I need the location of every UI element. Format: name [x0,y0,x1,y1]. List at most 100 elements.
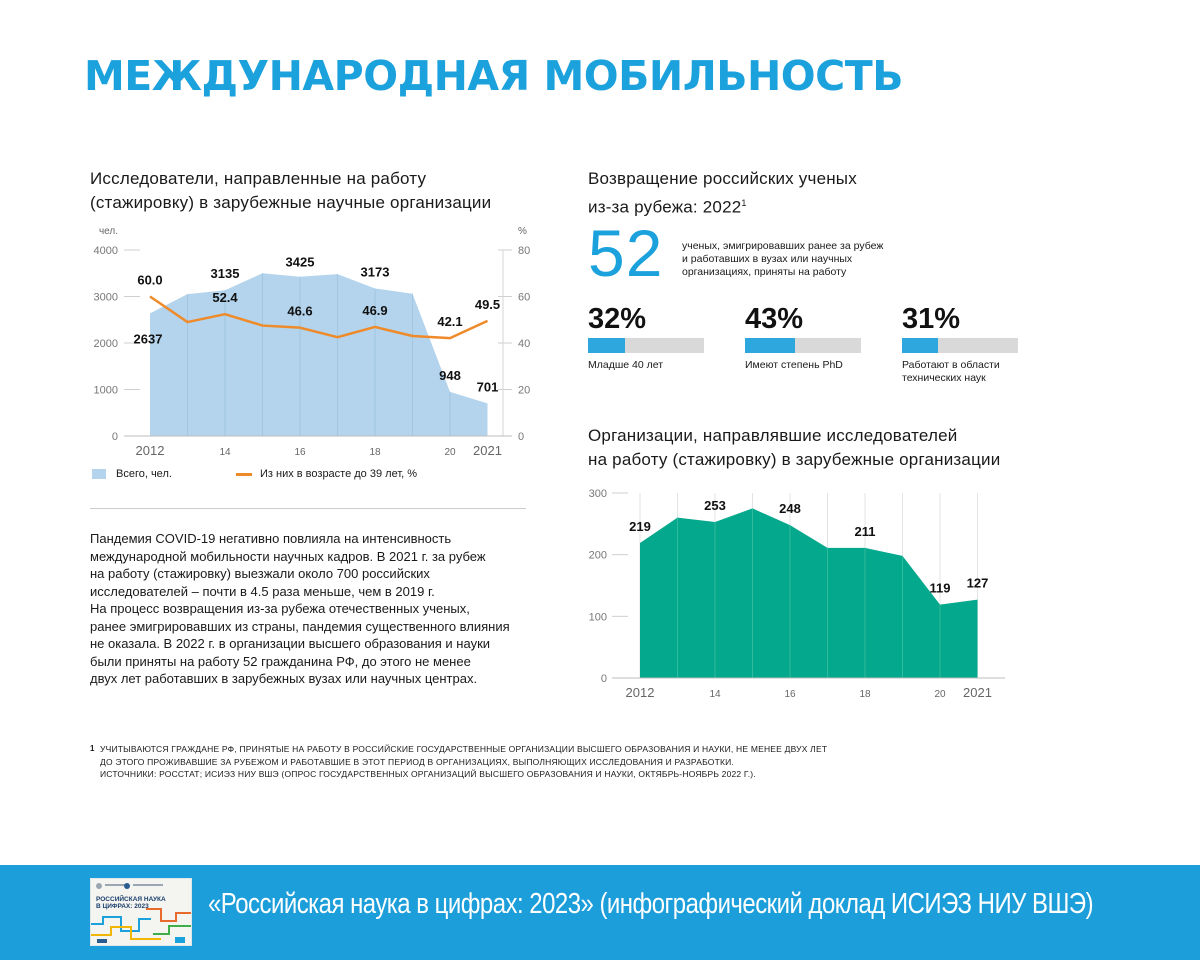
footnote-line: ДО ЭТОГО ПРОЖИВАВШИЕ ЗА РУБЕЖОМ И РАБОТА… [100,756,734,767]
researchers-chart-title: Исследователи, направленные на работу (с… [90,167,491,215]
researchers-chart: чел. % 0 1000 2000 3000 4000 0 20 40 60 80 2012 14 16 1… [94,226,531,458]
x-tick-label: 16 [294,447,306,458]
thumbnail-graphic [91,879,191,945]
stat-label-line: Младше 40 лет [588,359,664,371]
stat-technical-sciences: 31% Работают в области технических наук [902,302,1020,385]
body-line: на работу (стажировку) выезжали около 70… [90,566,430,581]
footnote-line: ИСТОЧНИКИ: РОССТАТ; ИСИЭЗ НИУ ВШЭ (ОПРОС… [100,769,756,779]
footer-report-title[interactable]: «Российская наука в цифрах: 2023» (инфог… [208,888,1094,920]
right-tick-label: 60 [518,292,530,304]
returnees-title-line-2: из-за рубежа: 20221 [588,191,857,220]
report-cover-thumbnail[interactable]: РОССИЙСКАЯ НАУКА В ЦИФРАХ: 2023 [90,878,192,946]
body-line: Пандемия COVID-19 негативно повлияла на … [90,531,452,546]
under-39-value-label: 52.4 [212,290,238,305]
legend-line-swatch [236,472,252,476]
returnees-big-number: 52 [588,216,664,290]
left-tick-label: 0 [112,431,118,443]
total-value-label: 3135 [211,266,240,281]
total-value-label: 948 [439,368,461,383]
org-tick-label: 0 [601,673,607,685]
returnees-title-line-2-text: из-за рубежа: 2022 [588,197,742,217]
org-tick-label: 100 [589,611,607,623]
total-value-label: 701 [477,379,499,394]
returnees-big-number-description: ученых, эмигрировавших ранее за рубеж и … [682,240,883,279]
stat-label: Младше 40 лет [588,359,706,372]
x-tick-label: 2021 [473,443,502,458]
body-line: были приняты на работу 52 гражданина РФ,… [90,653,471,669]
right-axis-unit: % [518,226,527,237]
body-line: международной мобильности научных кадров… [90,548,486,564]
stat-value: 31% [902,303,961,335]
returnees-title-line-1: Возвращение российских ученых [588,169,857,188]
organizations-chart: 0 100 200 300 2012 14 16 18 20 2021 219 253 248 211 11… [589,488,1005,700]
under-39-value-label: 49.5 [475,297,500,312]
x-tick-label: 20 [444,447,456,458]
organizations-value-label: 211 [855,524,876,539]
stat-label: Имеют степень PhD [745,359,863,372]
total-value-label: 2637 [134,331,163,346]
left-axis-unit: чел. [99,226,118,237]
org-tick-label: 200 [589,550,607,562]
returnees-desc-line-3: организациях, приняты на работу [682,266,847,278]
page-title: МЕЖДУНАРОДНАЯ МОБИЛЬНОСТЬ [84,52,903,100]
returnees-desc-line-2: и работавших в вузах или научных [682,253,853,265]
total-value-label: 3173 [361,264,390,279]
org-x-tick-label: 14 [709,689,721,700]
body-line: не оказала. В 2022 г. в организации высш… [90,636,491,651]
left-tick-label: 4000 [94,245,118,257]
body-line: двух лет работавших в зарубежных вузах и… [90,671,478,686]
organizations-area [640,508,978,678]
legend-area-swatch [92,469,106,479]
stat-value: 32% [588,303,647,335]
stat-phd: 43% Имеют степень PhD [745,302,863,372]
footnote-marker: 1 [741,198,747,208]
organizations-chart-title: Организации, направлявшие исследователей… [588,424,1000,472]
right-tick-label: 40 [518,338,530,350]
legend-total-label: Всего, чел. [116,468,172,480]
body-line: ранее эмигрировавших из страны, пандемия… [90,618,510,634]
right-tick-label: 20 [518,385,530,397]
org-x-tick-label: 16 [784,689,796,700]
stat-bar-track [902,338,1018,353]
under-39-value-label: 46.9 [362,303,387,318]
footnote: 1 УЧИТЫВАЮТСЯ ГРАЖДАНЕ РФ, ПРИНЯТЫЕ НА Р… [90,743,827,781]
organizations-value-label: 219 [629,519,651,534]
body-line: исследователей – почти в 4.5 раза меньше… [90,583,435,599]
org-x-tick-label: 20 [934,689,946,700]
org-x-tick-label: 18 [859,689,871,700]
under-39-line [149,295,489,340]
under-39-value-label: 42.1 [437,314,462,329]
footer-band [0,865,1200,960]
stat-bar-track [588,338,704,353]
thumbnail-title: РОССИЙСКАЯ НАУКА В ЦИФРАХ: 2023 [96,896,166,910]
researchers-title-line-2: (стажировку) в зарубежные научные органи… [90,193,492,212]
body-line: На процесс возвращения из-за рубежа отеч… [90,601,470,616]
section-divider [90,508,526,509]
right-tick-label: 80 [518,245,530,257]
org-x-tick-label: 2012 [626,685,655,700]
x-tick-label: 2012 [136,443,165,458]
thumbnail-title-line: РОССИЙСКАЯ НАУКА [96,896,166,903]
right-tick-label: 0 [518,431,524,443]
organizations-title-line-2: на работу (стажировку) в зарубежные орга… [588,450,1001,469]
legend-under-39-label: Из них в возрасте до 39 лет, % [260,468,418,480]
stat-label-line: Работают в области [902,359,1000,371]
legend-total: Всего, чел. [92,468,172,480]
organizations-value-label: 127 [967,576,989,591]
returnees-desc-line-1: ученых, эмигрировавших ранее за рубеж [682,240,884,252]
total-area [150,273,488,436]
stat-label: Работают в области технических наук [902,359,1020,385]
organizations-value-label: 253 [704,498,726,513]
under-39-value-label: 46.6 [287,304,312,319]
stat-label-line: технических наук [902,372,986,384]
stat-value: 43% [745,303,804,335]
org-tick-label: 300 [589,488,607,500]
stat-bar-fill [588,338,626,353]
returnees-title: Возвращение российских ученых из-за рубе… [588,167,857,220]
left-tick-label: 2000 [94,338,118,350]
organizations-value-label: 248 [779,501,801,516]
org-x-tick-label: 2021 [963,685,992,700]
left-tick-label: 1000 [94,385,118,397]
left-tick-label: 3000 [94,292,118,304]
legend-under-39: Из них в возрасте до 39 лет, % [236,468,417,480]
